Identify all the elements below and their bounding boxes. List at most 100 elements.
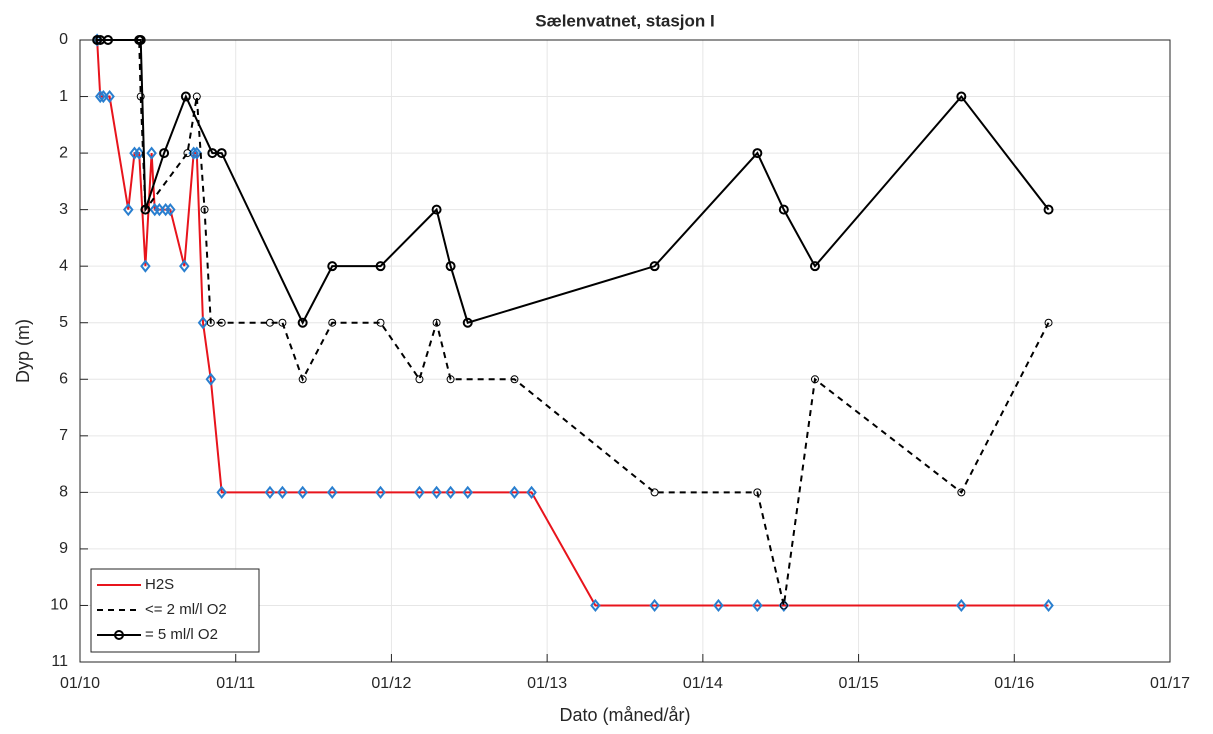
y-tick-label: 9 [59,540,68,557]
marker [753,488,762,497]
marker [104,89,115,104]
marker [217,318,226,327]
marker [205,372,217,386]
marker [140,259,151,273]
y-axis-label: Dyp (m) [13,319,33,383]
marker [191,146,203,160]
marker [297,317,308,328]
marker [136,92,145,101]
marker [165,203,176,217]
marker [809,261,820,272]
marker [956,91,967,102]
marker [445,261,456,272]
x-tick-label: 01/16 [994,675,1034,692]
y-tick-label: 10 [50,597,68,614]
marker [326,485,338,499]
x-tick-label: 01/13 [527,675,567,692]
marker [415,375,424,384]
marker [778,204,789,215]
legend-label: H2S [145,576,174,593]
x-tick-label: 01/15 [839,675,879,692]
marker [265,318,274,327]
marker [328,318,337,327]
marker [510,375,519,384]
legend-label: <= 2 ml/l O2 [145,601,227,618]
y-tick-label: 1 [59,88,68,105]
marker [376,318,385,327]
marker [509,485,520,499]
marker [197,316,209,330]
marker [183,149,192,158]
marker [180,91,191,102]
marker [159,148,170,159]
marker [779,601,788,610]
marker [278,318,287,327]
marker [206,318,215,327]
axes-box [79,39,1171,663]
marker [414,485,425,499]
y-tick-label: 3 [59,201,68,218]
marker [1043,204,1054,215]
marker [216,485,227,499]
marker [649,598,660,613]
legend-marker [114,630,124,640]
marker [431,485,442,499]
marker [752,148,763,159]
x-axis-label: Dato (måned/år) [559,705,690,725]
x-tick-label: 01/10 [60,675,100,692]
marker [277,485,288,499]
marker [956,598,967,613]
marker [327,261,338,272]
marker [1043,598,1054,613]
y-tick-label: 2 [59,144,68,161]
marker [264,485,276,499]
plot-area [80,40,1170,662]
marker [140,204,151,215]
legend: H2S <= 2 ml/l O2 = 5 ml/l O2 [90,568,260,653]
y-tick-label: 6 [59,370,68,387]
marker [462,317,473,328]
y-tick-label: 8 [59,484,68,501]
marker [957,488,966,497]
marker [810,375,819,384]
series-line [97,39,1050,606]
marker [462,485,474,499]
y-tick-label: 5 [59,314,68,331]
marker [103,35,114,45]
marker [375,485,386,499]
x-tick-label: 01/14 [683,675,723,692]
marker [752,598,763,613]
marker [297,485,308,499]
marker [432,318,441,327]
x-tick-label: 01/12 [371,675,411,692]
marker [375,261,386,272]
marker [135,35,146,45]
marker [713,598,724,613]
marker [192,92,201,101]
y-tick-label: 0 [59,31,68,48]
marker [446,375,455,384]
chart-title: Sælenvatnet, stasjon I [535,11,715,30]
y-tick-label: 4 [59,257,68,274]
marker [1044,318,1053,327]
marker [92,35,103,45]
x-tick-label: 01/17 [1150,675,1190,692]
marker [133,146,145,160]
marker [650,488,659,497]
marker [216,148,227,159]
marker [445,485,456,499]
y-tick-label: 11 [51,653,68,670]
marker [146,146,157,160]
series-line [97,39,1050,325]
legend-label: = 5 ml/l O2 [145,626,218,643]
marker [179,259,190,273]
marker [649,261,660,272]
marker [94,89,106,104]
y-tick-label: 7 [59,427,68,444]
marker [526,485,537,499]
marker [298,375,307,384]
marker [207,148,218,159]
marker [122,203,134,217]
